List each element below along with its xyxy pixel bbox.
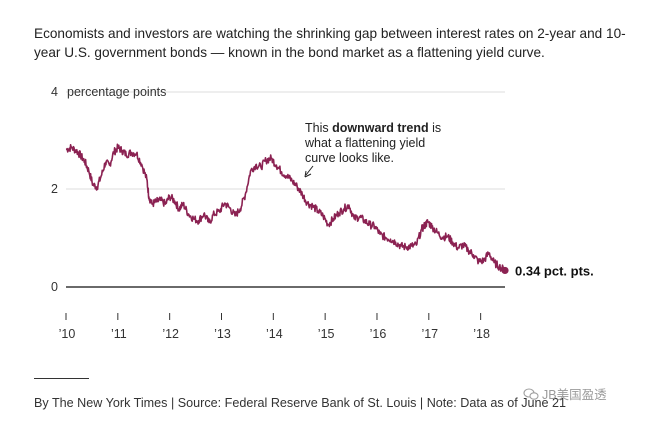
x-tick-label-3: ’13 xyxy=(214,327,231,341)
x-tick-label-1: ’11 xyxy=(111,327,127,341)
y-tick-label-0: 0 xyxy=(51,280,58,294)
end-point-marker xyxy=(501,266,509,275)
annotation-suffix: is xyxy=(429,121,442,135)
intro-text: Economists and investors are watching th… xyxy=(34,26,626,60)
annotation-prefix: This xyxy=(305,121,332,135)
annotation-arrow-line xyxy=(305,165,314,176)
x-tick-label-0: ’10 xyxy=(59,327,76,341)
y-tick-label-2: 2 xyxy=(51,182,58,196)
watermark: JB美国盈透 xyxy=(523,384,607,403)
x-tick-label-6: ’16 xyxy=(370,327,387,341)
x-tick-label-7: ’17 xyxy=(421,327,438,341)
y-tick-label-4: 4 xyxy=(51,85,58,99)
annotation-line3: curve looks like. xyxy=(305,151,394,165)
x-tick-label-5: ’15 xyxy=(318,327,335,341)
annotation-line2: what a flattening yield xyxy=(304,136,425,150)
yield-spread-line xyxy=(65,143,506,274)
y-axis-label: percentage points xyxy=(67,85,166,99)
x-axis-ticks: ’10 ’11 ’12 ’13 ’14 ’15 ’16 ’17 ’18 xyxy=(59,313,490,341)
x-tick-label-4: ’14 xyxy=(266,327,283,341)
annotation-bold: downward trend xyxy=(332,121,429,135)
chat-bubble-icon xyxy=(523,387,539,400)
source-credit: By The New York Times | Source: Federal … xyxy=(34,396,567,410)
annotation-text: This downward trend is what a flattening… xyxy=(304,121,445,165)
footer-rule xyxy=(34,378,89,379)
annotation-arrow-head xyxy=(304,170,312,178)
end-value-label: 0.34 pct. pts. xyxy=(515,263,594,278)
x-tick-label-2: ’12 xyxy=(162,327,179,341)
watermark-text: JB美国盈透 xyxy=(542,388,607,402)
x-tick-label-8: ’18 xyxy=(473,327,490,341)
